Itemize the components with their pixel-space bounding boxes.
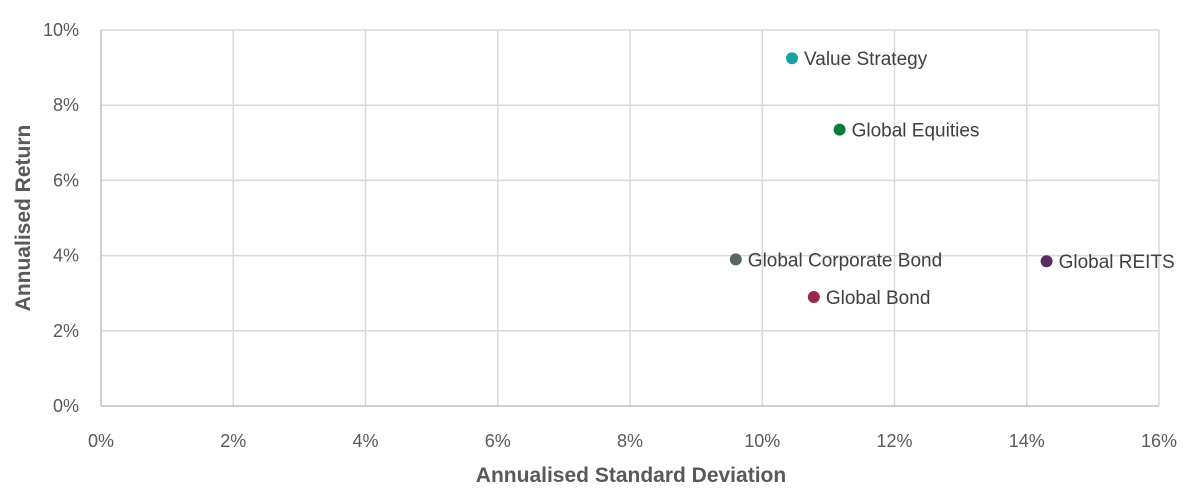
axes: 0% 2% 4% 6% 8% 10% 12% 14% 16% 0% 2% 4% 6% 8% 10%	[43, 20, 1177, 451]
x-tick-label: 12%	[876, 431, 912, 451]
x-tick-label: 16%	[1141, 431, 1177, 451]
data-point-label: Global Equities	[852, 121, 980, 142]
y-tick-label: 2%	[53, 321, 79, 341]
data-point-label: Value Strategy	[804, 49, 928, 70]
y-tick-label: 6%	[53, 170, 79, 190]
y-tick-label: 4%	[53, 246, 79, 266]
data-point	[807, 290, 820, 303]
data-points: Value Strategy Global Equities Global Corp…	[729, 49, 1175, 309]
data-point	[729, 253, 742, 266]
x-tick-label: 6%	[485, 431, 511, 451]
data-point	[833, 123, 846, 136]
y-tick-label: 0%	[53, 396, 79, 416]
x-tick-label: 0%	[88, 431, 114, 451]
data-point-label: Global REITS	[1059, 252, 1175, 273]
data-point	[1040, 255, 1053, 268]
x-axis-title: Annualised Standard Deviation	[476, 464, 786, 487]
y-tick-label: 8%	[53, 95, 79, 115]
data-point-label: Global Corporate Bond	[748, 250, 942, 271]
x-tick-label: 14%	[1009, 431, 1045, 451]
data-point-label: Global Bond	[826, 288, 931, 309]
x-tick-label: 2%	[220, 431, 246, 451]
x-tick-label: 8%	[617, 431, 643, 451]
x-tick-label: 4%	[352, 431, 378, 451]
data-point	[786, 52, 799, 65]
y-tick-label: 10%	[43, 20, 79, 40]
x-tick-label: 10%	[744, 431, 780, 451]
y-axis-title: Annualised Return	[12, 125, 35, 312]
gridlines	[101, 29, 1160, 406]
